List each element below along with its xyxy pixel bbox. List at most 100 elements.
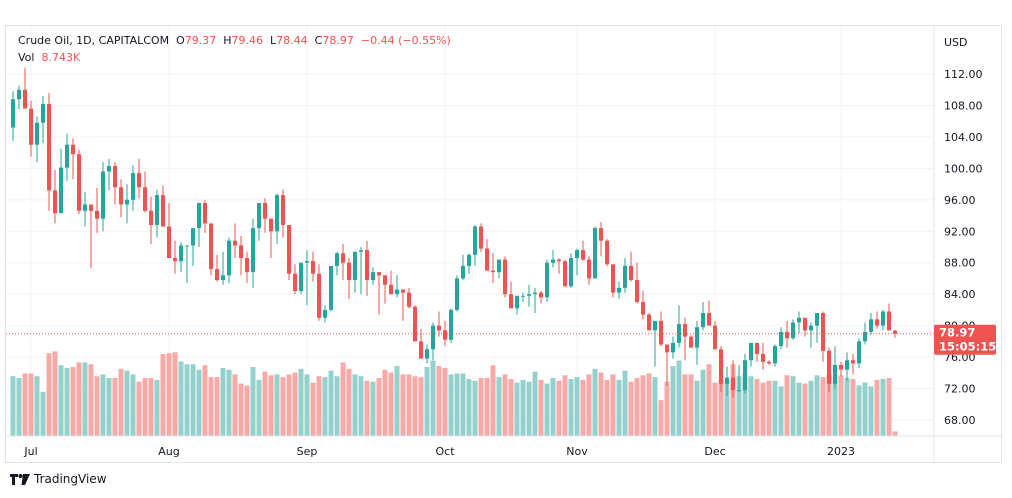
- candle-body: [137, 173, 141, 188]
- volume-bar: [166, 353, 172, 436]
- volume-bar: [256, 379, 262, 436]
- volume-bar: [154, 379, 160, 436]
- volume-bar: [622, 370, 628, 436]
- volume-bar: [586, 374, 592, 436]
- candle-body: [755, 342, 759, 354]
- volume-bar: [490, 365, 496, 436]
- candle: [269, 218, 273, 259]
- chart-canvas[interactable]: 112.00 108.00 104.00 100.00 96.00 92.00 88.00 8…: [6, 26, 1003, 464]
- candles: [11, 67, 897, 398]
- candle: [371, 267, 375, 285]
- volume-bar: [802, 383, 808, 436]
- candle: [59, 148, 63, 214]
- candle-body: [653, 320, 657, 331]
- volume-bar: [832, 380, 838, 436]
- candle-body: [725, 377, 729, 384]
- tradingview-brand[interactable]: TradingView: [10, 472, 107, 486]
- candle-body: [503, 259, 507, 295]
- candle-body: [125, 199, 129, 205]
- candle: [539, 291, 543, 304]
- volume-bar: [232, 374, 238, 436]
- candle: [293, 264, 297, 295]
- candle-body: [119, 187, 123, 205]
- volume-bar: [754, 378, 760, 436]
- candle-body: [53, 190, 57, 214]
- candle: [221, 251, 225, 285]
- candle: [329, 265, 333, 312]
- volume-bar: [670, 366, 676, 436]
- candle-body: [785, 331, 789, 339]
- candle-body: [47, 103, 51, 191]
- candle-body: [779, 331, 783, 347]
- candle-body: [695, 327, 699, 348]
- price-axis[interactable]: 112.00 108.00 104.00 100.00 96.00 92.00 88.00 8…: [944, 68, 983, 427]
- candle: [455, 275, 459, 312]
- volume-bar: [796, 382, 802, 436]
- volume-bar: [100, 374, 106, 436]
- candle-body: [17, 89, 21, 100]
- candle: [65, 133, 69, 181]
- volume-bar: [268, 375, 274, 436]
- volume-bar: [352, 374, 358, 436]
- candle: [89, 204, 93, 269]
- candle-body: [875, 319, 879, 326]
- candle: [695, 320, 699, 365]
- candle: [17, 85, 21, 110]
- candle: [245, 251, 249, 284]
- volume-bar: [316, 376, 322, 436]
- volume-bar: [412, 376, 418, 436]
- candle: [659, 311, 663, 347]
- candle: [743, 353, 747, 394]
- volume-bar: [388, 372, 394, 436]
- candle-body: [407, 292, 411, 307]
- x-tick-label: Aug: [158, 445, 179, 458]
- candle: [107, 158, 111, 191]
- volume-bar: [112, 378, 118, 436]
- volume-bar: [694, 380, 700, 436]
- candle: [707, 300, 711, 326]
- candle: [275, 193, 279, 244]
- candle: [389, 270, 393, 295]
- candle: [299, 262, 303, 295]
- candle: [683, 317, 687, 361]
- volume-bar: [358, 376, 364, 436]
- candle: [581, 240, 585, 262]
- volume-bar: [82, 362, 88, 436]
- volume-bar: [658, 400, 664, 436]
- candle: [755, 342, 759, 362]
- candle-body: [833, 364, 837, 384]
- volume-bar: [346, 368, 352, 436]
- candle-body: [203, 202, 207, 224]
- legend-close: 78.97: [322, 34, 354, 47]
- currency-label: USD: [944, 36, 968, 49]
- candle-body: [743, 360, 747, 391]
- candle: [461, 254, 465, 281]
- legend-symbol[interactable]: Crude Oil, 1D, CAPITALCOM: [18, 34, 170, 47]
- legend-open: 79.37: [184, 34, 217, 47]
- volume-bar: [274, 374, 280, 436]
- volume-bar: [580, 379, 586, 436]
- candle: [143, 171, 147, 213]
- candle: [437, 311, 441, 337]
- volume-bar: [598, 372, 604, 436]
- legend-vol-label[interactable]: Vol: [18, 51, 35, 64]
- candle: [497, 259, 501, 279]
- candle: [191, 228, 195, 266]
- candle-body: [707, 313, 711, 326]
- candle-body: [131, 173, 135, 200]
- candle: [185, 245, 189, 284]
- candle-body: [773, 346, 777, 364]
- time-axis[interactable]: Jul Aug Sep Oct Nov Dec 2023: [23, 445, 855, 458]
- candle-body: [605, 240, 609, 265]
- volume-bar: [220, 367, 226, 436]
- candle-body: [413, 306, 417, 342]
- candle-body: [35, 122, 39, 145]
- volume-bar: [784, 375, 790, 436]
- candle: [233, 223, 237, 259]
- volume-bar: [562, 375, 568, 436]
- candle-body: [587, 259, 591, 279]
- candle-body: [389, 284, 393, 295]
- candle: [533, 287, 537, 314]
- x-tick-label: 2023: [827, 445, 855, 458]
- candle: [845, 352, 849, 381]
